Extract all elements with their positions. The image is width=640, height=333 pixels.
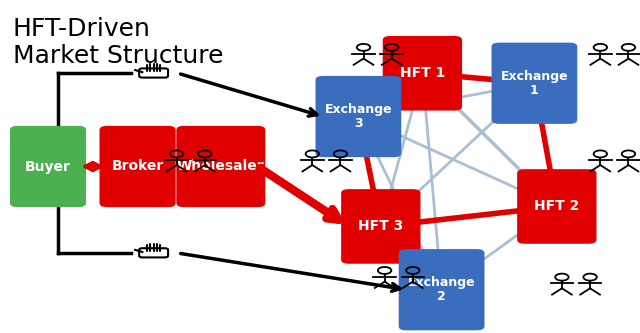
FancyBboxPatch shape: [10, 126, 86, 207]
FancyBboxPatch shape: [99, 126, 175, 207]
FancyBboxPatch shape: [517, 169, 596, 244]
FancyBboxPatch shape: [492, 43, 577, 124]
Text: Wholesaler: Wholesaler: [177, 160, 264, 173]
Text: Buyer: Buyer: [25, 160, 71, 173]
Text: Broker: Broker: [111, 160, 164, 173]
FancyBboxPatch shape: [399, 249, 484, 330]
FancyBboxPatch shape: [383, 36, 462, 111]
Text: HFT 3: HFT 3: [358, 219, 403, 233]
FancyBboxPatch shape: [341, 189, 420, 264]
Text: HFT 1: HFT 1: [400, 66, 445, 80]
Text: Exchange
2: Exchange 2: [408, 276, 476, 303]
FancyBboxPatch shape: [177, 126, 265, 207]
Text: Exchange
1: Exchange 1: [500, 70, 568, 97]
FancyBboxPatch shape: [139, 248, 168, 257]
FancyBboxPatch shape: [139, 68, 168, 78]
FancyBboxPatch shape: [316, 76, 401, 157]
Text: HFT-Driven
Market Structure: HFT-Driven Market Structure: [13, 17, 223, 69]
Text: Exchange
3: Exchange 3: [324, 103, 392, 130]
Text: HFT 2: HFT 2: [534, 199, 579, 213]
